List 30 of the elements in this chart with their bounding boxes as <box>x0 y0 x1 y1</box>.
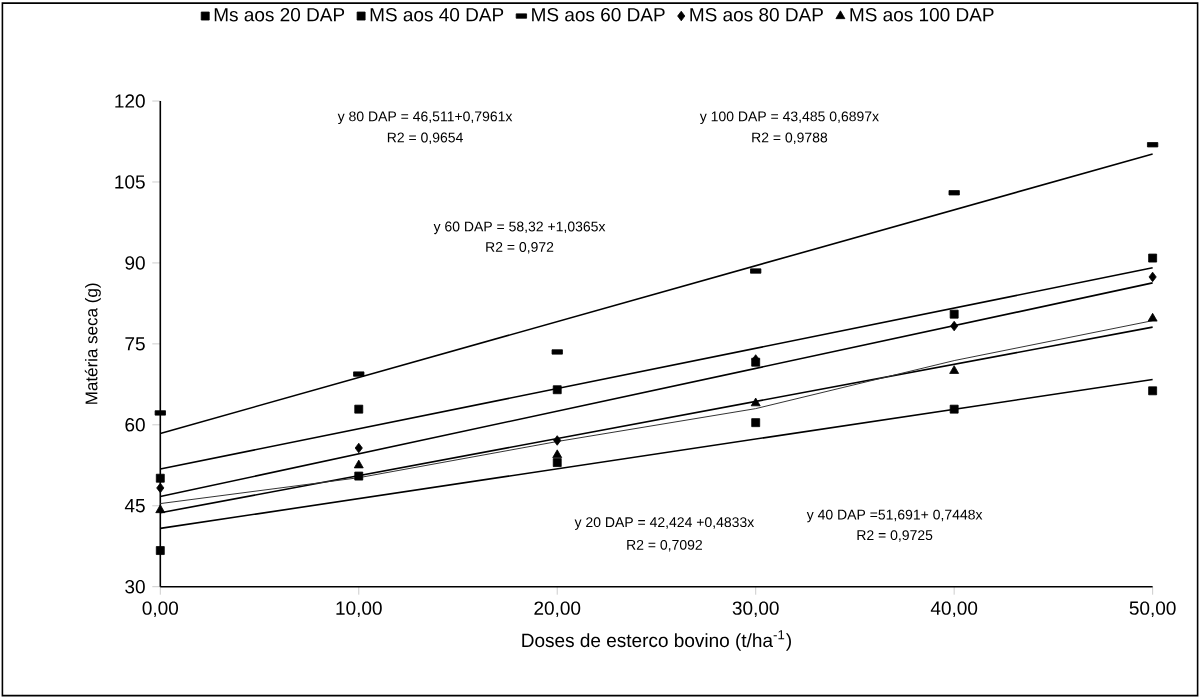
x-tick-label: 10,00 <box>336 601 382 618</box>
y-tick-label: 90 <box>125 256 145 270</box>
annotation: y 20 DAP = 42,424 +0,4833x <box>574 517 755 530</box>
annotation: R2 = 0,9725 <box>857 530 933 542</box>
annotation: y 40 DAP =51,691+ 0,7448x <box>806 509 983 523</box>
legend-label: MS aos 60 DAP <box>532 7 665 22</box>
y-tick-label: 105 <box>115 175 145 189</box>
annotation: R2 = 0,972 <box>486 242 554 254</box>
y-tick-label: 75 <box>125 337 145 351</box>
annotation: R2 = 0,9654 <box>387 132 463 145</box>
y-axis-title: Matéria seca (g) <box>84 283 101 404</box>
x-tick-label: 40,00 <box>930 601 978 618</box>
annotation: y 100 DAP = 43,485 0,6897x <box>699 111 879 125</box>
annotation: R2 = 0,7092 <box>627 539 702 552</box>
legend-label: MS aos 100 DAP <box>850 7 994 22</box>
x-tick-label: 30,00 <box>732 601 779 618</box>
legend-label: Ms aos 20 DAP <box>214 7 345 22</box>
y-tick-label: 30 <box>125 579 145 594</box>
annotation: y 80 DAP = 46,511+0,7961x <box>337 111 513 125</box>
legend-label: MS aos 80 DAP <box>690 7 823 22</box>
annotation: y 60 DAP = 58,32 +1,0365x <box>433 221 606 235</box>
x-axis-title: Doses de esterco bovino (t/ha$^{-1}$) <box>522 630 791 651</box>
annotation: R2 = 0,9788 <box>752 132 828 145</box>
x-tick-label: 50,00 <box>1129 601 1176 618</box>
legend-label: MS aos 40 DAP <box>370 7 504 22</box>
y-tick-label: 45 <box>124 499 145 513</box>
y-tick-label: 120 <box>115 94 145 108</box>
x-tick-label: 20,00 <box>534 601 581 618</box>
x-tick-label: 0,00 <box>142 601 179 618</box>
y-tick-label: 60 <box>125 418 145 432</box>
